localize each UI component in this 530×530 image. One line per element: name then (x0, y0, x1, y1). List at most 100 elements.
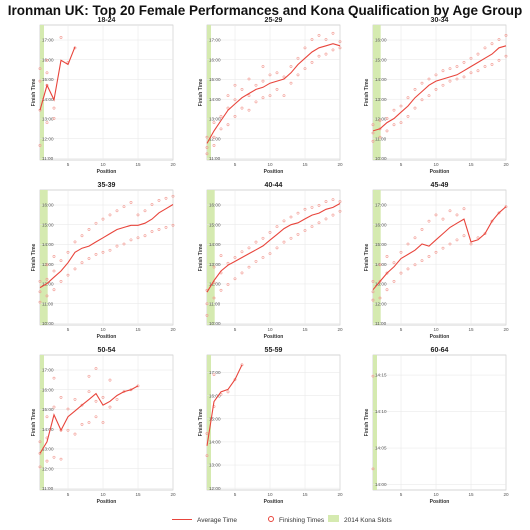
y-tick-label: 12:00 (209, 282, 221, 287)
finish-point (441, 83, 445, 87)
finish-point (434, 213, 438, 217)
finish-point (497, 38, 501, 41)
finish-point (462, 207, 466, 211)
y-tick-label: 11:00 (375, 136, 387, 141)
x-tick-label: 5 (400, 492, 403, 497)
finish-point (254, 240, 258, 244)
x-axis-label: Position (430, 334, 450, 340)
finish-point (212, 296, 216, 300)
finish-point (150, 203, 154, 206)
finish-point (122, 205, 126, 209)
panel-title: 60-64 (431, 347, 449, 354)
x-tick-label: 20 (337, 327, 343, 332)
finish-point (483, 46, 487, 50)
panel-45-49: 45-4911:0012:0013:0014:0015:0016:0017:00… (364, 182, 509, 340)
y-tick-label: 14:00 (375, 77, 387, 82)
y-tick-label: 13:00 (42, 447, 54, 452)
finish-point (296, 56, 300, 60)
finish-point (45, 294, 49, 298)
finish-point (371, 279, 375, 283)
finish-point (420, 259, 424, 263)
plot-frame (39, 189, 174, 326)
plot-frame (39, 24, 174, 161)
y-tick-label: 12:00 (375, 117, 387, 122)
finish-point (289, 81, 293, 85)
finish-point (378, 119, 382, 122)
y-tick-label: 16:00 (375, 38, 387, 43)
y-tick-label: 11:00 (42, 486, 54, 491)
panel-50-54: 50-54 11:00 12:00 13:00 14:00 15:00 16:00 17:00… (31, 347, 176, 505)
finish-point (226, 123, 230, 127)
plot-frame (372, 24, 507, 161)
y-axis-label: Finish Time (198, 408, 204, 436)
finish-point (338, 209, 342, 213)
finish-point (108, 405, 112, 409)
finish-point (66, 250, 70, 254)
x-tick-label: 5 (67, 492, 70, 497)
y-tick-label: 14:05 (375, 446, 387, 451)
finish-point (52, 117, 56, 120)
finish-point (233, 83, 237, 87)
y-axis-label: Finish Time (364, 78, 370, 106)
average-line (39, 46, 76, 111)
legend-average-swatch (172, 519, 192, 520)
finish-point (136, 236, 140, 240)
x-tick-label: 15 (135, 327, 141, 332)
finish-point (427, 94, 431, 98)
kona-slots-band (373, 355, 377, 490)
finish-point (427, 255, 431, 258)
y-tick-label: 17:00 (42, 368, 54, 373)
y-tick-label: 14:10 (375, 409, 387, 414)
panel-25-29: 25-29 11:00 12:00 13:00 14:00 15:00 16:00 17:00… (198, 17, 343, 175)
finish-point (233, 277, 237, 281)
panel-title: 45-49 (431, 182, 449, 189)
finish-point (483, 65, 487, 68)
panel-title: 50-54 (98, 347, 116, 354)
y-tick-label: 11:00 (209, 301, 221, 306)
plot-frame (372, 189, 507, 326)
finish-point (240, 271, 244, 275)
finish-point (87, 374, 91, 378)
y-tick-label: 12:00 (42, 466, 54, 471)
finish-point (205, 454, 209, 458)
page-title: Ironman UK: Top 20 Female Performances a… (7, 3, 523, 18)
finish-point (66, 407, 70, 411)
finish-point (261, 256, 265, 259)
finish-point (331, 213, 335, 217)
y-axis-label: Finish Time (31, 243, 37, 271)
finish-point (317, 33, 321, 37)
finish-point (38, 465, 42, 469)
y-tick-label: 16:00 (209, 393, 221, 398)
kona-slots-band (207, 190, 215, 325)
finish-point (247, 77, 251, 81)
finish-point (310, 225, 314, 229)
finish-point (80, 423, 84, 426)
finish-point (240, 106, 244, 110)
finish-point (406, 242, 410, 246)
plot-frame (206, 24, 341, 161)
y-tick-label: 15:00 (209, 222, 221, 227)
finish-point (378, 263, 382, 267)
kona-slots-band (40, 190, 48, 325)
finish-point (310, 205, 314, 209)
y-tick-label: 13:00 (42, 117, 54, 122)
finish-point (45, 415, 49, 419)
finish-point (324, 52, 328, 56)
panel-55-59: 55-59 12:00 13:00 14:00 15:00 16:00 17:00 5 10 15… (198, 347, 343, 505)
finish-point (261, 96, 265, 100)
legend-kona-swatch (328, 515, 339, 522)
finish-point (310, 60, 314, 64)
finish-point (392, 261, 396, 265)
x-tick-label: 15 (302, 492, 308, 497)
finish-point (371, 298, 375, 302)
y-tick-label: 14:00 (209, 97, 221, 102)
x-tick-label: 20 (170, 162, 176, 167)
finish-point (406, 96, 410, 100)
x-tick-label: 20 (337, 492, 343, 497)
panel-30-34: 30-34 10:00 11:00 12:00 13:00 14:00 15:00 16:00… (364, 17, 509, 175)
finish-point (157, 228, 161, 231)
finish-point (490, 42, 494, 46)
y-tick-label: 17:00 (209, 370, 221, 375)
finish-point (399, 250, 403, 254)
finish-point (455, 238, 459, 242)
